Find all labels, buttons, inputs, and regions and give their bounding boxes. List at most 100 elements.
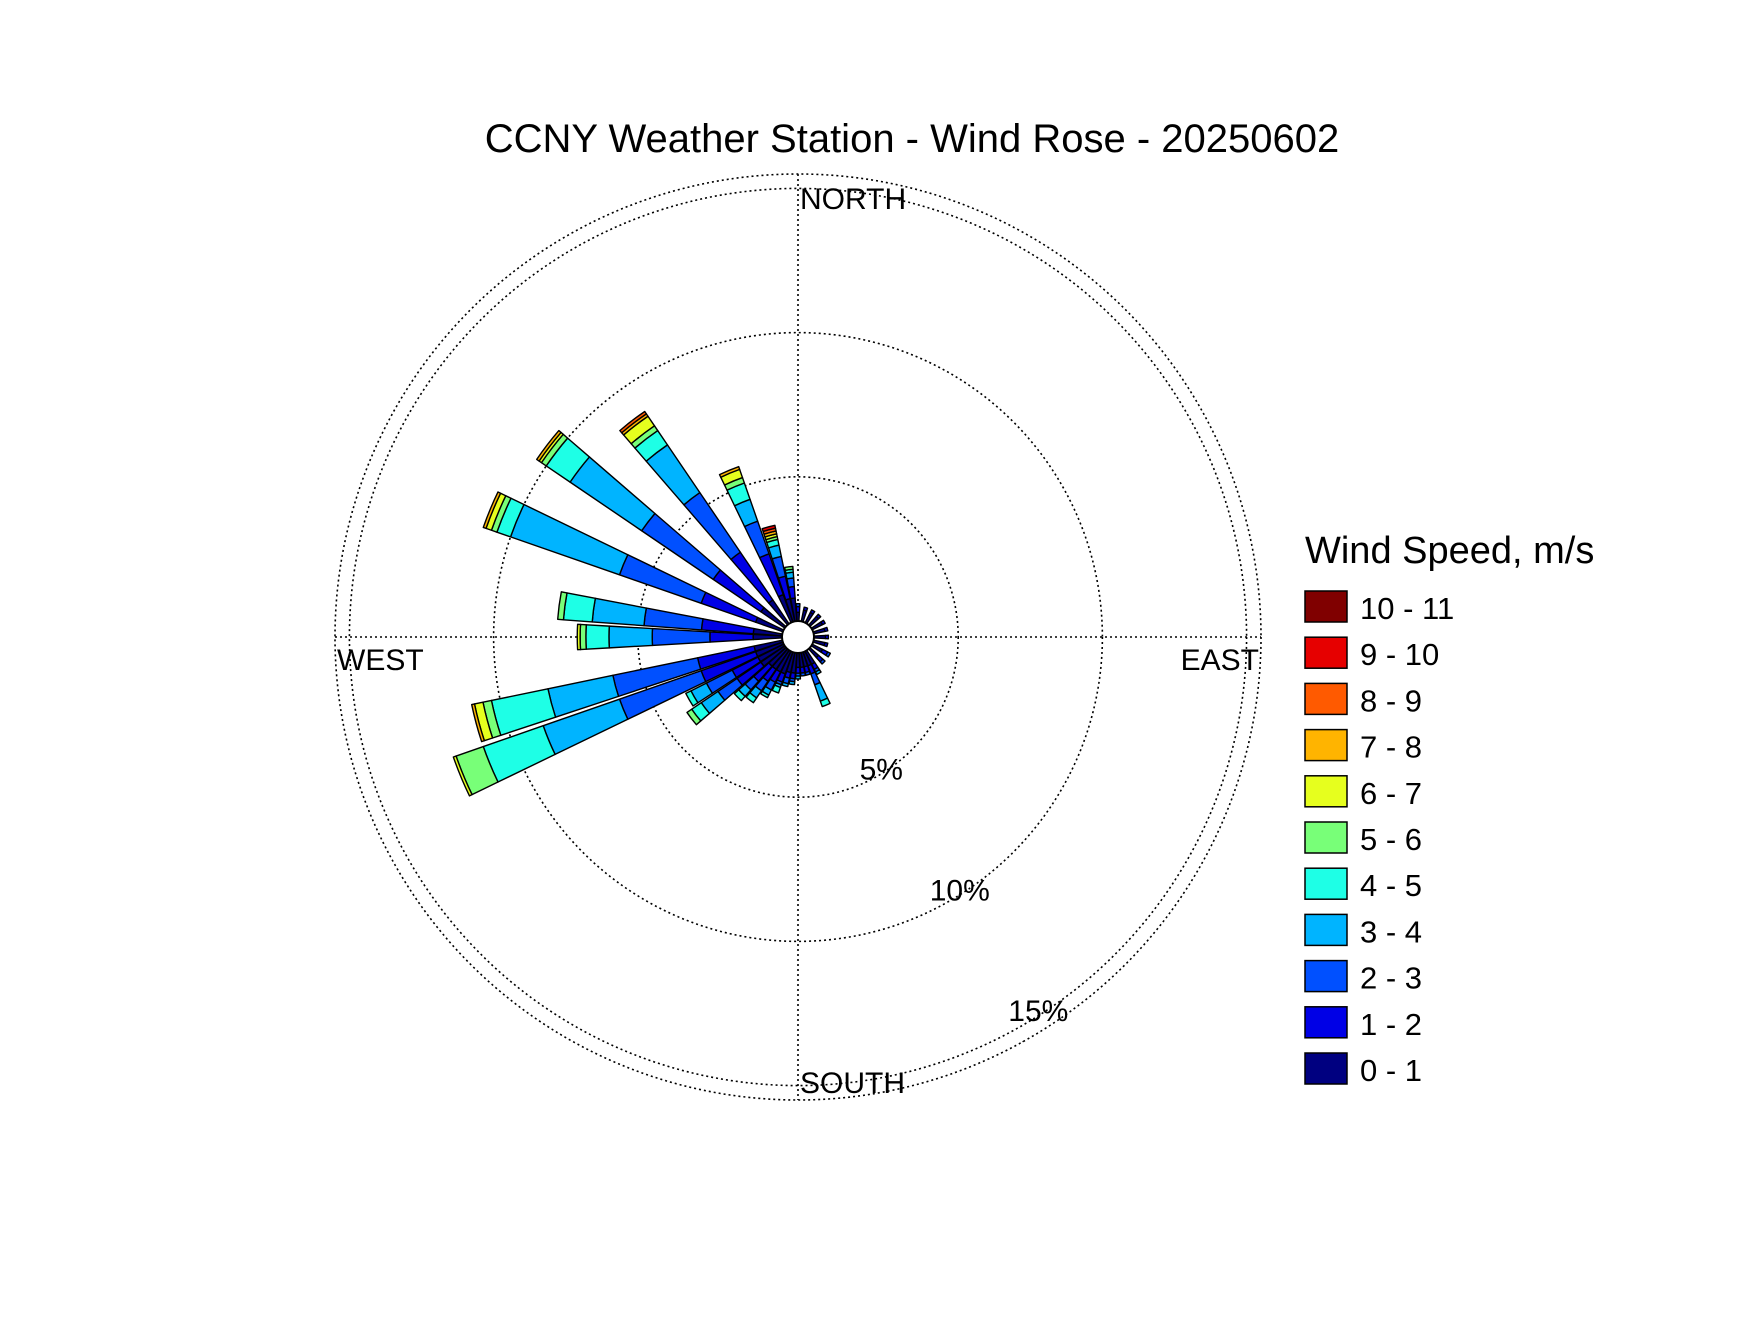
petal-307.5-bin-3 — [569, 456, 656, 532]
legend-label-1: 9 - 10 — [1360, 637, 1439, 672]
legend-title: Wind Speed, m/s — [1305, 530, 1594, 572]
petal-210 — [760, 649, 792, 699]
legend-label-5: 5 - 6 — [1360, 822, 1422, 857]
petal-292.5-bin-3 — [509, 503, 629, 576]
petal-277.5 — [557, 591, 783, 637]
petal-270-bin-4 — [585, 624, 610, 650]
petal-180-bin-3 — [794, 675, 802, 680]
petal-232.5 — [686, 645, 787, 726]
petal-292.5 — [482, 491, 785, 633]
petal-0-bin-2 — [795, 602, 801, 608]
legend-swatch-7 — [1304, 913, 1348, 947]
petal-277.5-bin-4 — [562, 592, 597, 623]
polar-grid — [334, 173, 1262, 1101]
petal-165-bin-2 — [804, 670, 811, 676]
petal-270-bin-3 — [608, 625, 654, 649]
petal-247.5 — [452, 641, 785, 797]
petal-352.5-bin-5 — [784, 565, 794, 571]
petal-90-bin-1 — [824, 634, 830, 640]
petal-292.5-bin-7 — [482, 491, 502, 530]
legend-swatch-9 — [1304, 1006, 1348, 1039]
ring-label-1: 5% — [860, 753, 903, 786]
petal-120-bin-2 — [825, 651, 832, 658]
petal-217.5-bin-4 — [745, 692, 758, 704]
petal-337.5-bin-7 — [718, 465, 741, 478]
legend-label-9: 1 - 2 — [1360, 1007, 1422, 1042]
legend-label-0: 10 - 11 — [1360, 591, 1454, 626]
petal-277.5-bin-5 — [557, 591, 568, 621]
petal-247.5-bin-6 — [452, 755, 473, 797]
petal-75-bin-1 — [823, 626, 829, 633]
legend-swatch-0 — [1304, 590, 1348, 623]
petal-30-bin-1 — [809, 609, 816, 615]
petal-270-bin-2 — [651, 627, 711, 647]
petal-352.5 — [784, 565, 798, 622]
petal-15-bin-1 — [802, 606, 809, 612]
petal-150 — [804, 649, 822, 676]
legend: Wind Speed, m/s 10 - 11 9 - 10 8 - 9 7 - 8 6… — [1304, 530, 1594, 1088]
petal-345-bin-9 — [761, 524, 777, 533]
direction-label-south: SOUTH — [800, 1067, 905, 1100]
petal-187.5-bin-3 — [788, 680, 796, 686]
petal-277.5-bin-3 — [591, 597, 648, 627]
petal-60-bin-1 — [820, 619, 826, 626]
petal-120 — [810, 643, 832, 658]
petal-172.5-bin-2 — [799, 671, 807, 677]
grid-ring-2 — [492, 331, 1104, 943]
petal-0-bin-0 — [795, 611, 801, 622]
petal-255 — [470, 639, 784, 743]
legend-swatch-4 — [1304, 775, 1348, 808]
legend-swatch-6 — [1304, 867, 1348, 900]
petal-202.5-bin-4 — [771, 684, 782, 694]
legend-label-3: 7 - 8 — [1360, 730, 1422, 765]
petal-240-bin-4 — [685, 690, 699, 707]
petal-135 — [807, 646, 826, 665]
petal-90-bin-0 — [813, 634, 827, 640]
legend-swatch-8 — [1304, 959, 1348, 993]
grid-ring-1 — [637, 476, 959, 798]
petal-322.5-bin-8 — [619, 410, 648, 434]
legend-label-10: 0 - 1 — [1360, 1053, 1422, 1088]
wind-petals — [452, 410, 832, 797]
legend-label-7: 3 - 4 — [1360, 914, 1422, 949]
petal-157.5-bin-4 — [819, 697, 831, 708]
petal-105-bin-1 — [823, 641, 829, 648]
legend-label-8: 2 - 3 — [1360, 961, 1422, 996]
petal-322.5 — [619, 410, 790, 626]
petal-157.5 — [802, 650, 831, 708]
legend-swatch-2 — [1304, 682, 1348, 716]
ring-label-2: 10% — [930, 874, 990, 907]
petal-307.5-bin-7 — [536, 429, 562, 462]
petal-210-bin-4 — [760, 690, 770, 699]
direction-label-east: EAST — [1181, 644, 1259, 677]
petal-187.5 — [788, 652, 798, 686]
petal-232.5-bin-5 — [686, 708, 702, 726]
petal-270-bin-6 — [576, 623, 582, 651]
ring-label-3: 15% — [1008, 995, 1068, 1028]
petal-150-bin-3 — [814, 668, 822, 676]
petal-180-bin-1 — [795, 666, 801, 674]
petal-135-bin-2 — [819, 658, 826, 665]
petal-0-bin-1 — [795, 605, 801, 614]
ring-labels: 5% 10% 15% — [860, 753, 1069, 1028]
petal-225 — [733, 646, 789, 702]
petal-270-bin-5 — [579, 623, 587, 651]
legend-label-2: 8 - 9 — [1360, 683, 1422, 718]
petal-45-bin-1 — [815, 613, 822, 620]
petal-0 — [795, 602, 801, 622]
petal-195-bin-3 — [781, 681, 790, 688]
legend-swatch-3 — [1304, 728, 1348, 762]
legend-label-4: 6 - 7 — [1360, 776, 1422, 811]
petal-90 — [813, 634, 830, 640]
petal-240 — [685, 643, 786, 707]
petal-202.5 — [771, 650, 794, 694]
petal-345 — [761, 524, 796, 623]
legend-label-6: 4 - 5 — [1360, 868, 1422, 903]
petal-277.5-bin-2 — [643, 607, 704, 631]
legend-swatch-5 — [1304, 821, 1348, 854]
petal-255-bin-7 — [470, 703, 486, 743]
direction-label-west: WEST — [337, 644, 424, 677]
petal-225-bin-4 — [733, 689, 746, 702]
chart-title: CCNY Weather Station - Wind Rose - 20250… — [485, 117, 1340, 161]
